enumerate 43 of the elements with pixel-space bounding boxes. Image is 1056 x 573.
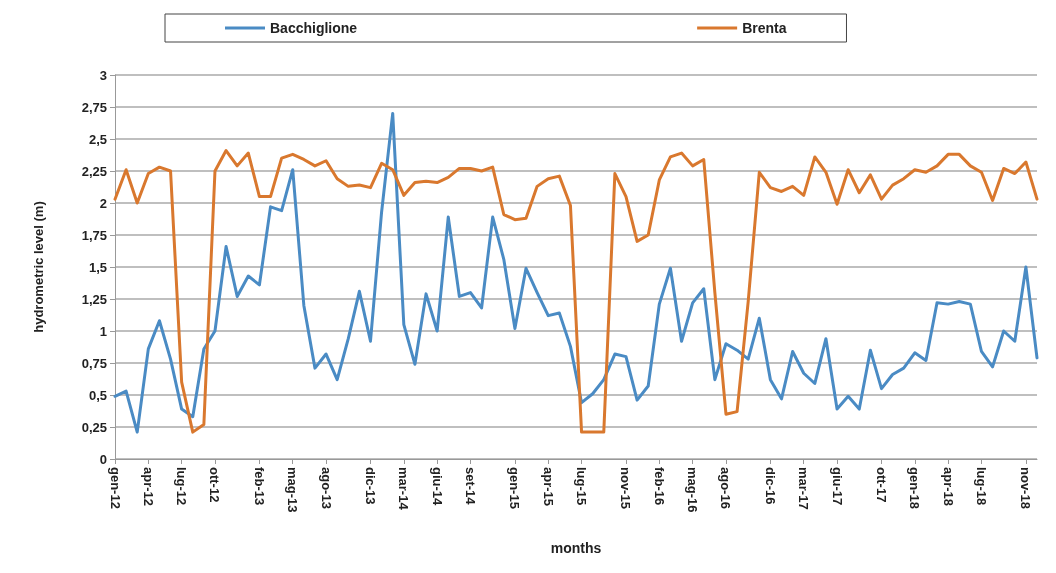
- y-tick-label: 2: [99, 195, 107, 211]
- x-tick-label: apr-18: [940, 467, 956, 507]
- x-tick-label: mar-17: [796, 467, 812, 510]
- x-axis-title: months: [550, 540, 602, 556]
- y-tick-label: 1,25: [81, 291, 107, 307]
- y-tick-label: 1,5: [88, 259, 107, 275]
- x-tick-label: lug-18: [973, 467, 989, 506]
- x-tick-label: nov-15: [618, 467, 634, 509]
- y-tick-label: 0,75: [81, 355, 107, 371]
- x-tick-label: lug-12: [174, 467, 190, 506]
- x-tick-label: gen-15: [507, 467, 523, 509]
- x-tick-label: gen-18: [907, 467, 923, 509]
- x-tick-label: apr-15: [540, 467, 556, 507]
- x-tick-label: ott-12: [207, 467, 223, 503]
- x-tick-label: feb-16: [651, 467, 667, 506]
- y-tick-label: 2,5: [88, 131, 107, 147]
- x-tick-label: dic-13: [362, 467, 378, 505]
- x-tick-label: giu-17: [829, 467, 845, 506]
- x-tick-label: ott-17: [873, 467, 889, 503]
- x-tick-label: nov-18: [1018, 467, 1034, 509]
- legend-label: Brenta: [742, 20, 787, 36]
- x-tick-label: lug-15: [574, 467, 590, 506]
- x-tick-label: set-14: [462, 467, 478, 506]
- y-tick-label: 2,75: [81, 99, 107, 115]
- y-tick-label: 0,5: [88, 387, 107, 403]
- x-tick-label: feb-13: [251, 467, 267, 506]
- y-axis-title: hydrometric level (m): [31, 201, 46, 333]
- x-tick-label: ago-13: [318, 467, 334, 509]
- y-tick-label: 1,75: [81, 227, 107, 243]
- x-tick-label: mar-14: [396, 467, 412, 511]
- y-tick-label: 3: [99, 67, 107, 83]
- y-tick-label: 1: [99, 323, 107, 339]
- legend-label: Bacchiglione: [270, 20, 358, 36]
- x-tick-label: giu-14: [429, 467, 445, 507]
- y-tick-label: 0: [99, 451, 107, 467]
- x-tick-label: apr-12: [140, 467, 156, 507]
- x-tick-label: mag-16: [685, 467, 701, 513]
- y-tick-label: 2,25: [81, 163, 107, 179]
- x-tick-label: dic-16: [762, 467, 778, 505]
- x-tick-label: gen-12: [107, 467, 123, 509]
- x-tick-label: ago-16: [718, 467, 734, 509]
- x-tick-label: mag-13: [285, 467, 301, 513]
- y-tick-label: 0,25: [81, 419, 107, 435]
